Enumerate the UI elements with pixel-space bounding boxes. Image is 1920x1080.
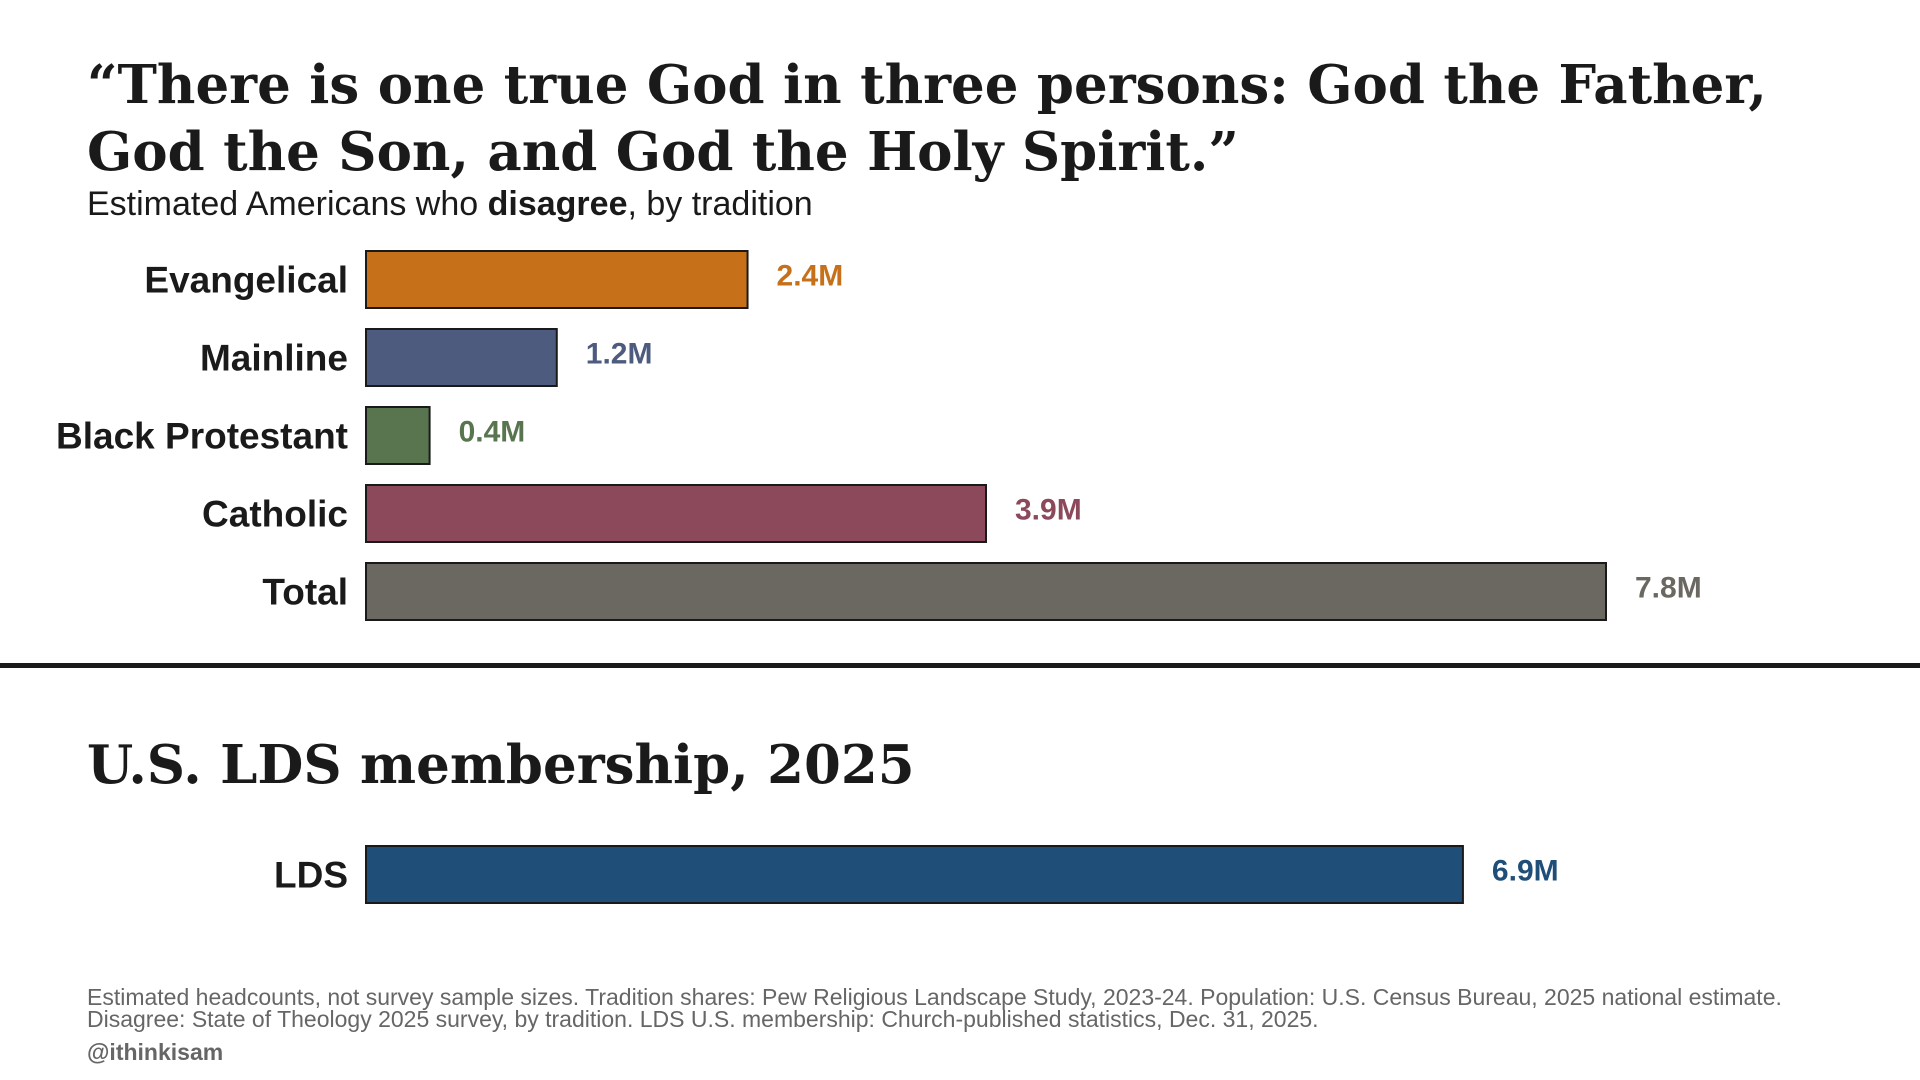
subtitle-suffix: , by tradition [627, 185, 813, 223]
category-label-evangelical: Evangelical [144, 260, 348, 301]
lds-chart-title: U.S. LDS membership, 2025 [87, 734, 915, 796]
category-label-black-protestant: Black Protestant [56, 416, 348, 457]
value-label-mainline: 1.2M [586, 338, 653, 371]
section-divider [0, 663, 1920, 668]
bar-evangelical [365, 250, 749, 309]
category-label-lds: LDS [274, 855, 348, 896]
bar-catholic [365, 484, 987, 543]
value-label-total: 7.8M [1635, 572, 1702, 605]
bar-total [365, 562, 1607, 621]
chart-subtitle: Estimated Americans who disagree, by tra… [87, 184, 813, 224]
value-label-black-protestant: 0.4M [459, 416, 526, 449]
author-handle: @ithinkisam [87, 1039, 224, 1065]
bar-mainline [365, 328, 558, 387]
bar-black-protestant [365, 406, 431, 465]
value-label-lds: 6.9M [1492, 855, 1559, 888]
bar-lds [365, 845, 1464, 904]
chart-title: “There is one true God in three persons:… [87, 54, 1767, 183]
subtitle-prefix: Estimated Americans who [87, 185, 488, 223]
value-label-catholic: 3.9M [1015, 494, 1082, 527]
category-label-total: Total [262, 572, 348, 613]
source-footnote: Estimated headcounts, not survey sample … [87, 984, 1782, 1032]
category-label-catholic: Catholic [202, 494, 348, 535]
subtitle-emphasis: disagree [487, 185, 628, 223]
value-label-evangelical: 2.4M [777, 260, 844, 293]
category-label-mainline: Mainline [200, 338, 348, 379]
